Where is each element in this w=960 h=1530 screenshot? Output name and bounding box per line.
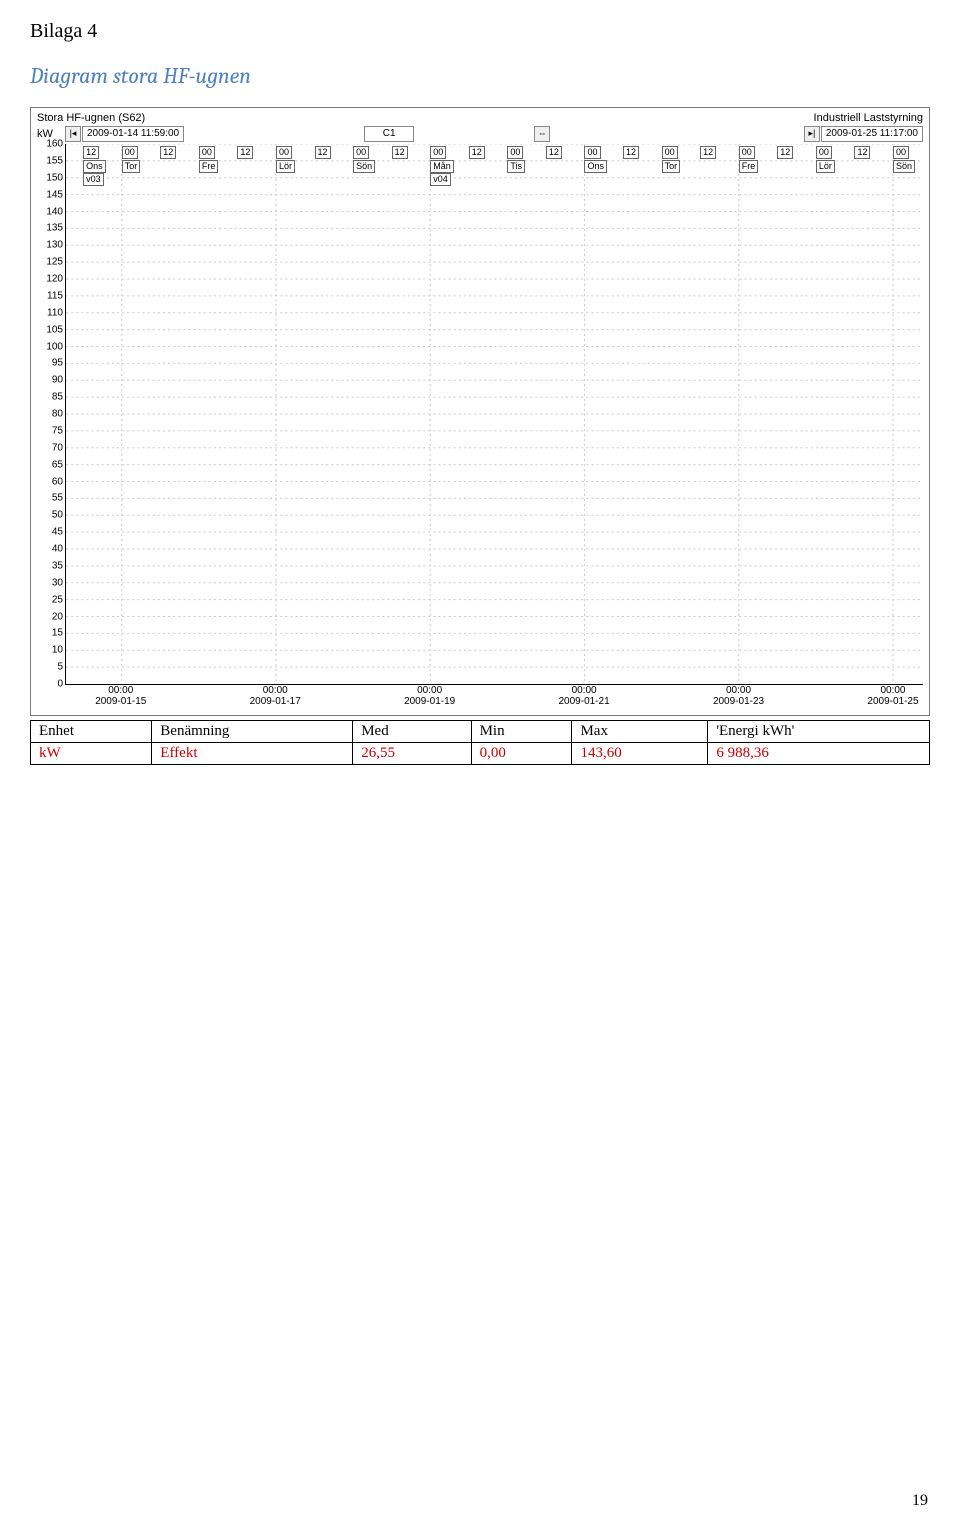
y-tick-label: 90 bbox=[52, 375, 63, 386]
bilaga-heading: Bilaga 4 bbox=[30, 20, 930, 43]
table-data-row: kW Effekt 26,55 0,00 143,60 6 988,36 bbox=[31, 743, 930, 765]
y-tick-label: 55 bbox=[52, 493, 63, 504]
nav-last-icon[interactable]: ▸| bbox=[804, 126, 820, 142]
y-tick-label: 115 bbox=[47, 290, 63, 301]
chart-title-left: Stora HF-ugnen (S62) bbox=[37, 112, 145, 124]
y-tick-label: 105 bbox=[46, 324, 63, 335]
th-benamning: Benämning bbox=[152, 721, 353, 743]
y-tick-label: 15 bbox=[52, 628, 63, 639]
y-tick-label: 150 bbox=[46, 172, 63, 183]
y-tick-label: 80 bbox=[52, 409, 63, 420]
y-tick-label: 85 bbox=[52, 392, 63, 403]
td-max: 143,60 bbox=[572, 743, 708, 765]
td-energi: 6 988,36 bbox=[708, 743, 930, 765]
th-enhet: Enhet bbox=[31, 721, 152, 743]
nav-scroll-icon[interactable]: ⇔ bbox=[534, 126, 550, 142]
y-tick-label: 135 bbox=[46, 223, 63, 234]
y-tick-label: 70 bbox=[52, 442, 63, 453]
th-max: Max bbox=[572, 721, 708, 743]
center-label-field[interactable]: C1 bbox=[364, 126, 414, 142]
y-tick-label: 50 bbox=[52, 510, 63, 521]
y-tick-label: 160 bbox=[46, 139, 63, 150]
y-tick-label: 110 bbox=[47, 307, 63, 318]
y-tick-label: 30 bbox=[52, 577, 63, 588]
x-tick-label: 00:002009-01-17 bbox=[250, 685, 301, 707]
th-med: Med bbox=[353, 721, 471, 743]
y-tick-label: 10 bbox=[52, 645, 63, 656]
y-tick-label: 20 bbox=[52, 611, 63, 622]
nav-first-icon[interactable]: |◂ bbox=[65, 126, 81, 142]
plot-area: 12Onsv0300Tor1200Fre1200Lör1200Sön1200Må… bbox=[65, 144, 923, 685]
y-tick-label: 65 bbox=[52, 459, 63, 470]
y-tick-label: 60 bbox=[52, 476, 63, 487]
th-min: Min bbox=[471, 721, 572, 743]
y-axis: 0510152025303540455055606570758085909510… bbox=[37, 144, 65, 685]
y-tick-label: 100 bbox=[46, 341, 63, 352]
chart-container: Stora HF-ugnen (S62) Industriell Laststy… bbox=[30, 107, 930, 716]
diagram-subtitle: Diagram stora HF-ugnen bbox=[30, 63, 930, 89]
y-tick-label: 120 bbox=[46, 274, 63, 285]
th-energi: 'Energi kWh' bbox=[708, 721, 930, 743]
x-tick-label: 00:002009-01-23 bbox=[713, 685, 764, 707]
y-tick-label: 75 bbox=[52, 425, 63, 436]
chart-controls: kW |◂ 2009-01-14 11:59:00 C1 ⇔ ▸| 2009-0… bbox=[37, 126, 923, 142]
start-date-field[interactable]: 2009-01-14 11:59:00 bbox=[82, 126, 184, 142]
y-tick-label: 35 bbox=[52, 560, 63, 571]
y-tick-label: 0 bbox=[57, 679, 63, 690]
td-enhet: kW bbox=[31, 743, 152, 765]
td-med: 26,55 bbox=[353, 743, 471, 765]
table-header-row: Enhet Benämning Med Min Max 'Energi kWh' bbox=[31, 721, 930, 743]
y-tick-label: 25 bbox=[52, 594, 63, 605]
y-tick-label: 155 bbox=[46, 155, 63, 166]
td-min: 0,00 bbox=[471, 743, 572, 765]
x-tick-label: 00:002009-01-15 bbox=[95, 685, 146, 707]
y-tick-label: 45 bbox=[52, 527, 63, 538]
y-tick-label: 125 bbox=[46, 257, 63, 268]
x-tick-label: 00:002009-01-19 bbox=[404, 685, 455, 707]
chart-title-right: Industriell Laststyrning bbox=[814, 112, 923, 124]
x-tick-label: 00:002009-01-21 bbox=[559, 685, 610, 707]
page-number: 19 bbox=[912, 1492, 928, 1510]
y-tick-label: 140 bbox=[46, 206, 63, 217]
summary-table: Enhet Benämning Med Min Max 'Energi kWh'… bbox=[30, 720, 930, 765]
x-axis: 00:002009-01-15 00:002009-01-17 00:002009-… bbox=[65, 685, 923, 713]
end-date-field[interactable]: 2009-01-25 11:17:00 bbox=[821, 126, 923, 142]
y-tick-label: 95 bbox=[52, 358, 63, 369]
td-benamning: Effekt bbox=[152, 743, 353, 765]
plot-svg bbox=[66, 144, 923, 684]
y-tick-label: 40 bbox=[52, 544, 63, 555]
y-tick-label: 145 bbox=[46, 189, 63, 200]
y-tick-label: 5 bbox=[57, 662, 63, 673]
x-tick-label: 00:002009-01-25 bbox=[867, 685, 918, 707]
y-tick-label: 130 bbox=[46, 240, 63, 251]
